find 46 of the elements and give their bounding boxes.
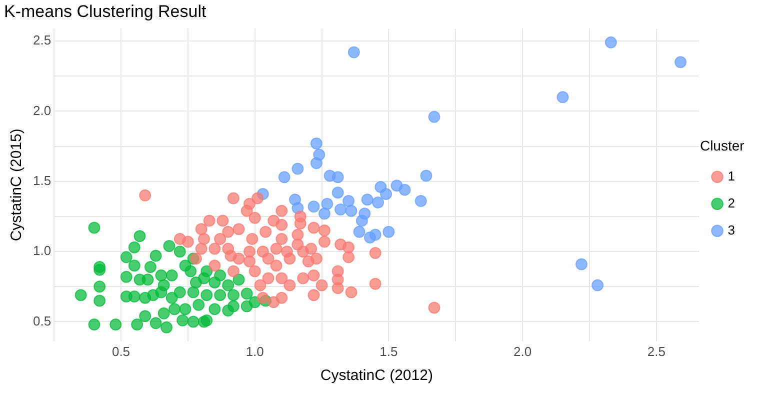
point — [674, 56, 687, 68]
text: 2.0 — [514, 344, 532, 359]
point — [321, 198, 334, 210]
legend-title: Cluster — [700, 137, 745, 154]
point — [292, 162, 304, 175]
legend-label: 3 — [728, 222, 736, 238]
x-tick-label: 2.5 — [647, 344, 666, 359]
point — [592, 279, 604, 292]
y-tick-label: 1.5 — [32, 172, 52, 188]
point — [334, 203, 347, 216]
point — [332, 186, 344, 199]
point — [556, 91, 569, 104]
y-axis-title: CystatinC (2015) — [8, 128, 26, 242]
point — [382, 226, 395, 238]
point — [604, 36, 617, 48]
point — [369, 228, 382, 241]
point — [356, 214, 368, 227]
point — [332, 171, 344, 184]
point — [353, 226, 366, 238]
x-tick-label: 1.5 — [380, 344, 398, 359]
x-axis-title: CystatinC (2012) — [320, 367, 433, 384]
point — [380, 188, 392, 200]
point — [308, 200, 320, 213]
point — [420, 170, 432, 182]
point — [310, 157, 322, 170]
point — [398, 184, 411, 196]
point — [414, 195, 427, 208]
point — [372, 196, 384, 208]
point — [361, 194, 374, 206]
y-tick-label: 0.5 — [32, 313, 52, 328]
text: 2.0 — [32, 102, 52, 118]
point — [348, 46, 360, 58]
text: 1.0 — [32, 243, 52, 258]
y-tick-label: 2.5 — [32, 32, 52, 48]
point — [575, 258, 588, 270]
chart-title: K-means Clustering Result — [4, 2, 206, 21]
point — [428, 110, 440, 123]
x-tick-label: 0.5 — [112, 344, 130, 359]
point — [278, 171, 290, 184]
point — [318, 208, 330, 220]
point — [310, 137, 322, 150]
point — [342, 195, 355, 208]
legend-label: 1 — [728, 168, 736, 184]
point — [345, 204, 358, 217]
legend-label: 2 — [728, 195, 736, 210]
text: 1.0 — [246, 344, 264, 359]
